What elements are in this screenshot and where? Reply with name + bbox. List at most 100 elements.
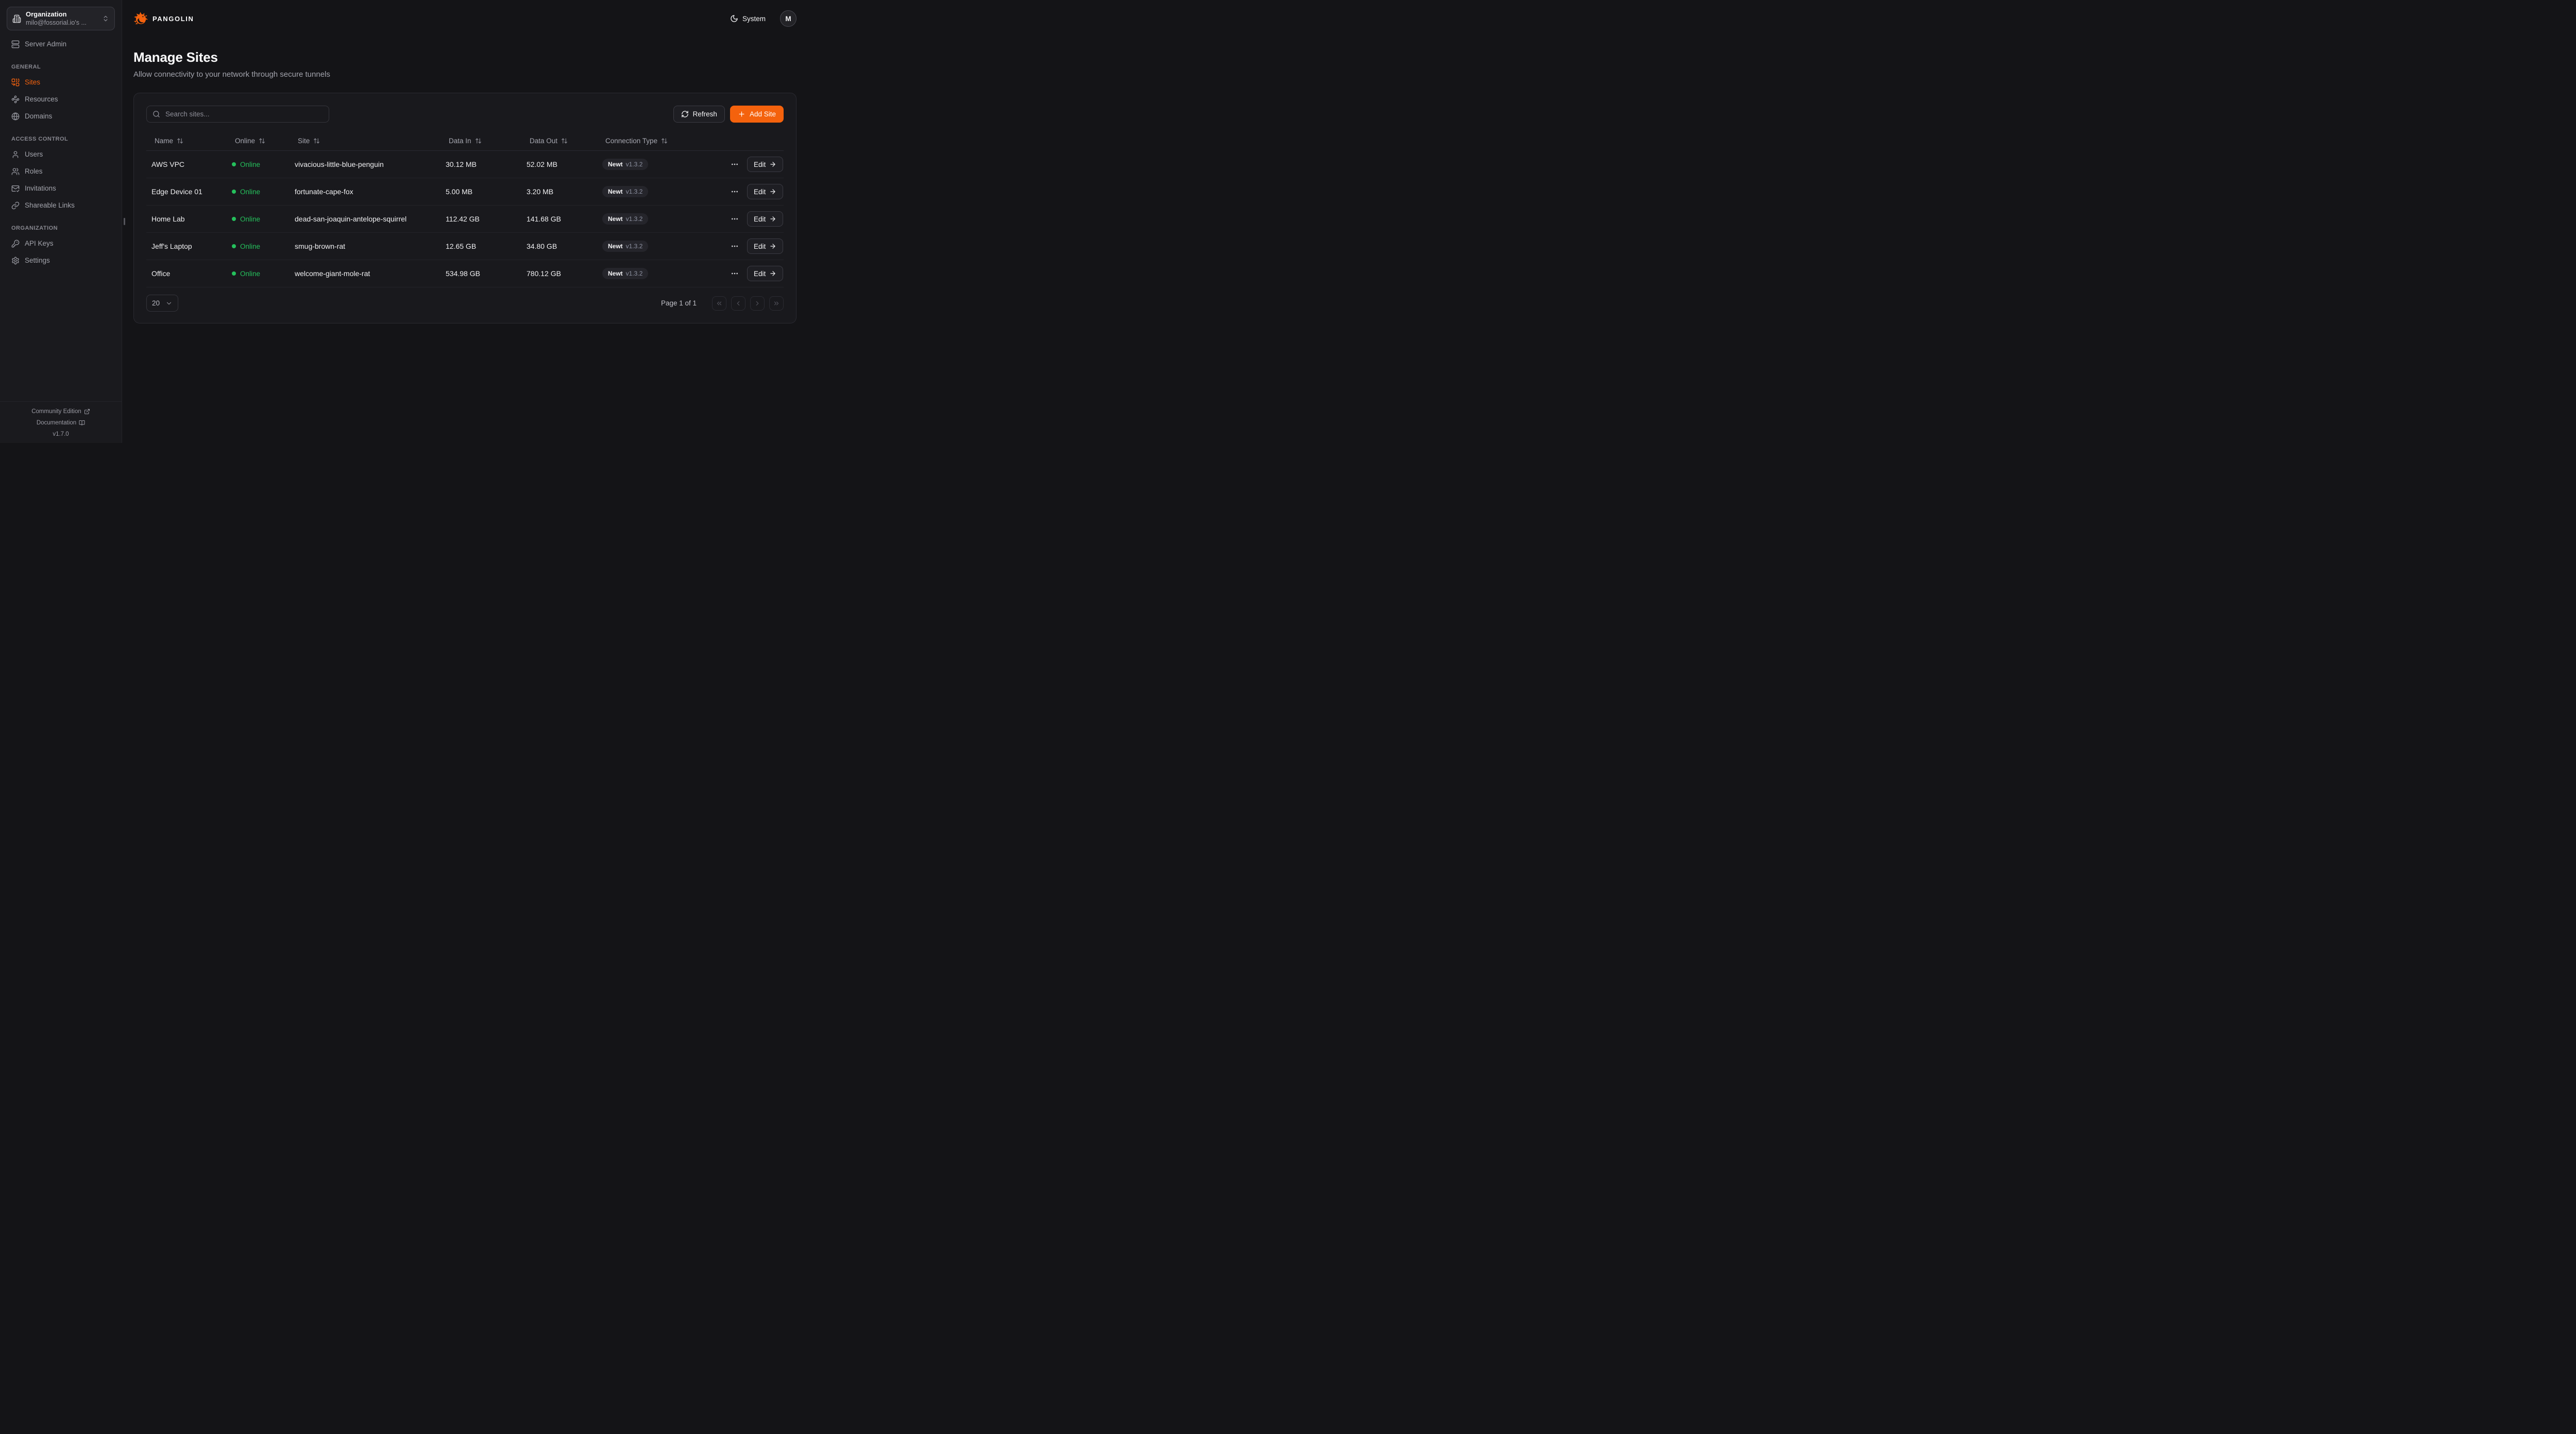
table-row[interactable]: Home Lab Online dead-san-joaquin-antelop…: [146, 206, 784, 233]
sidebar-item-domains[interactable]: Domains: [7, 108, 115, 125]
search-box: [146, 106, 329, 123]
connection-type: Newt: [608, 243, 623, 250]
column-header-data-out[interactable]: Data Out: [527, 137, 602, 145]
row-menu-button[interactable]: [728, 185, 741, 198]
chevron-right-icon: [754, 300, 761, 307]
sidebar-item-label: Users: [25, 150, 43, 158]
brand: PANGOLIN: [133, 11, 194, 26]
sort-icon: [475, 138, 482, 144]
edit-button[interactable]: Edit: [747, 238, 784, 254]
external-link-icon: [84, 408, 90, 415]
theme-toggle-button[interactable]: System: [727, 14, 769, 23]
community-edition-link[interactable]: Community Edition: [0, 406, 122, 417]
sidebar-item-settings[interactable]: Settings: [7, 252, 115, 269]
table-row[interactable]: Office Online welcome-giant-mole-rat 534…: [146, 260, 784, 287]
topbar-actions: System M: [727, 10, 796, 27]
sidebar-item-roles[interactable]: Roles: [7, 163, 115, 180]
cell-data-out: 141.68 GB: [527, 215, 561, 223]
sidebar-item-resources[interactable]: Resources: [7, 91, 115, 108]
pagination-bar: 20 Page 1 of 1: [146, 295, 784, 312]
sidebar-item-sites[interactable]: Sites: [7, 74, 115, 91]
connection-version: v1.3.2: [625, 243, 643, 250]
connection-version: v1.3.2: [625, 215, 643, 223]
cell-data-in: 5.00 MB: [446, 187, 473, 196]
connection-type: Newt: [608, 270, 623, 277]
chevrons-up-down-icon: [102, 15, 109, 22]
arrow-right-icon: [769, 243, 776, 250]
sidebar-section-items: Sites Resources Domains: [7, 74, 115, 125]
column-label: Data In: [449, 137, 471, 145]
connection-version: v1.3.2: [625, 161, 643, 168]
cell-data-out: 52.02 MB: [527, 160, 557, 168]
avatar[interactable]: M: [780, 10, 796, 27]
row-menu-button[interactable]: [728, 213, 741, 225]
row-menu-button[interactable]: [728, 158, 741, 170]
row-menu-button[interactable]: [728, 267, 741, 280]
page-size-select[interactable]: 20: [146, 295, 178, 312]
edit-label: Edit: [754, 215, 766, 223]
chevron-down-icon: [165, 300, 173, 307]
org-switcher-value: milo@fossorial.io's ...: [26, 19, 87, 27]
table-row[interactable]: Jeff's Laptop Online smug-brown-rat 12.6…: [146, 233, 784, 260]
edit-label: Edit: [754, 242, 766, 250]
cell-data-in: 112.42 GB: [446, 215, 480, 223]
page-status: Page 1 of 1: [660, 299, 697, 307]
column-header-data-in[interactable]: Data In: [446, 137, 527, 145]
cell-site: fortunate-cape-fox: [295, 187, 353, 196]
edit-button[interactable]: Edit: [747, 184, 784, 199]
avatar-initial: M: [785, 14, 791, 23]
table-row[interactable]: AWS VPC Online vivacious-little-blue-pen…: [146, 151, 784, 178]
edit-button[interactable]: Edit: [747, 211, 784, 227]
row-menu-button[interactable]: [728, 240, 741, 252]
online-label: Online: [240, 242, 261, 250]
search-input[interactable]: [164, 110, 323, 118]
cell-data-out: 34.80 GB: [527, 242, 557, 250]
online-dot-icon: [232, 190, 236, 194]
cell-site: dead-san-joaquin-antelope-squirrel: [295, 215, 407, 223]
last-page-button[interactable]: [769, 296, 784, 311]
sidebar-item-server-admin[interactable]: Server Admin: [7, 36, 115, 53]
sites-table-card: Refresh Add Site Name Online Site Data I…: [133, 93, 796, 323]
documentation-link[interactable]: Documentation: [0, 417, 122, 429]
edit-label: Edit: [754, 160, 766, 168]
version-label: v1.7.0: [53, 431, 69, 437]
refresh-button[interactable]: Refresh: [673, 106, 725, 123]
add-site-button[interactable]: Add Site: [730, 106, 784, 123]
cell-site: smug-brown-rat: [295, 242, 346, 250]
next-page-button[interactable]: [750, 296, 765, 311]
edit-button[interactable]: Edit: [747, 266, 784, 281]
online-label: Online: [240, 215, 261, 223]
sidebar-section: GENERAL Sites Resources Domains: [7, 64, 115, 125]
arrow-right-icon: [769, 215, 776, 223]
org-switcher[interactable]: Organization milo@fossorial.io's ...: [7, 7, 115, 30]
sidebar-item-label: Resources: [25, 95, 58, 103]
table-toolbar: Refresh Add Site: [146, 106, 784, 123]
org-switcher-label: Organization: [26, 10, 67, 18]
connection-type-badge: Newt v1.3.2: [602, 213, 649, 225]
column-header-site[interactable]: Site: [295, 137, 446, 145]
sidebar-item-label: Shareable Links: [25, 201, 75, 209]
table-body: AWS VPC Online vivacious-little-blue-pen…: [146, 151, 784, 287]
sidebar-section-label: ACCESS CONTROL: [11, 136, 69, 142]
connection-version: v1.3.2: [625, 270, 643, 277]
search-icon: [152, 110, 160, 118]
cell-online: Online: [232, 215, 295, 223]
column-header-name[interactable]: Name: [151, 137, 232, 145]
prev-page-button[interactable]: [731, 296, 745, 311]
mail-check-icon: [11, 184, 20, 193]
edit-button[interactable]: Edit: [747, 157, 784, 172]
sidebar-item-shareable-links[interactable]: Shareable Links: [7, 197, 115, 214]
column-header-online[interactable]: Online: [232, 137, 295, 145]
sidebar-item-invitations[interactable]: Invitations: [7, 180, 115, 197]
column-header-connection-type[interactable]: Connection Type: [602, 137, 728, 145]
sidebar-resize-handle[interactable]: [124, 218, 125, 225]
column-label: Data Out: [530, 137, 558, 145]
table-row[interactable]: Edge Device 01 Online fortunate-cape-fox…: [146, 178, 784, 206]
sidebar-item-api-keys[interactable]: API Keys: [7, 235, 115, 252]
table-header-row: Name Online Site Data In Data Out Connec…: [146, 131, 784, 151]
sort-icon: [177, 138, 183, 144]
sidebar-item-users[interactable]: Users: [7, 146, 115, 163]
connection-type-badge: Newt v1.3.2: [602, 241, 649, 252]
first-page-button[interactable]: [712, 296, 726, 311]
online-dot-icon: [232, 271, 236, 276]
